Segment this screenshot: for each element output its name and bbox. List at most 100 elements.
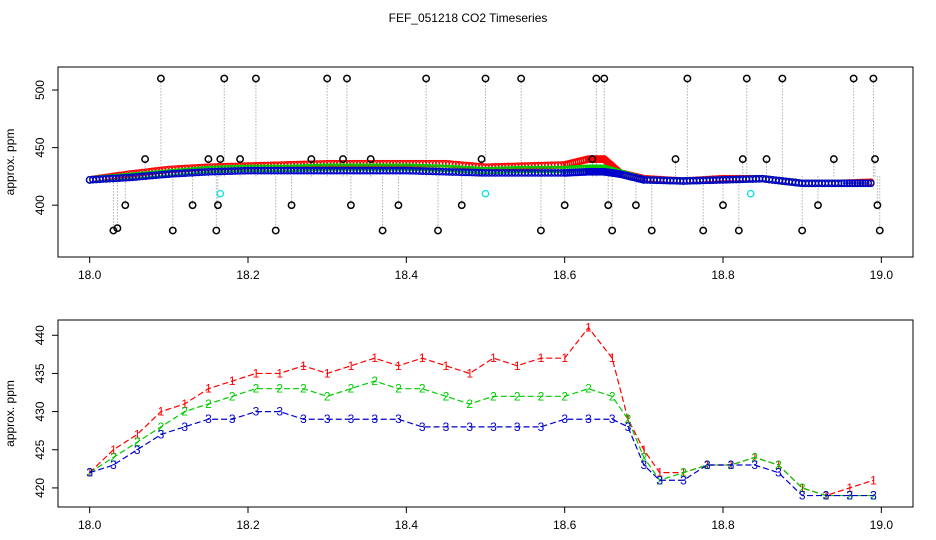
series-3-marker: 3	[561, 412, 568, 426]
series-2-marker: 2	[846, 489, 853, 503]
outlier-point	[738, 155, 747, 164]
outlier-point	[236, 155, 245, 164]
series-3-point	[853, 179, 862, 188]
outlier-point	[477, 155, 486, 164]
outlier-point	[343, 74, 351, 83]
outlier-point	[213, 201, 222, 210]
outlier-point	[778, 74, 787, 83]
x-tick-label: 18.8	[711, 518, 735, 532]
series-3-point	[851, 179, 859, 188]
y-tick-label: 400	[33, 195, 47, 215]
series-2-marker: 2	[253, 382, 260, 396]
outlier-point	[762, 155, 771, 164]
series-2-marker: 2	[561, 389, 568, 403]
series-3-marker: 3	[110, 458, 117, 472]
x-tick-label: 18.6	[553, 268, 577, 282]
x-tick-label: 18.0	[78, 268, 102, 282]
series-1-marker: 1	[158, 405, 165, 419]
x-tick-label: 18.0	[78, 518, 102, 532]
series-3-point	[856, 179, 865, 188]
series-2-marker: 2	[751, 450, 758, 464]
series-2-marker: 2	[395, 382, 402, 396]
series-3-marker: 3	[799, 489, 806, 503]
x-tick-label: 18.4	[395, 268, 419, 282]
y-axis-label: approx. ppm	[3, 380, 17, 447]
series-2-marker: 2	[300, 382, 307, 396]
outlier-point	[871, 155, 879, 164]
series-2-marker: 2	[181, 405, 188, 419]
x-tick-label: 18.6	[553, 518, 577, 532]
y-tick-label: 425	[33, 439, 47, 459]
outlier-point	[608, 226, 617, 235]
outlier-point	[216, 155, 225, 164]
series-2-marker: 2	[371, 374, 378, 388]
outlier-point	[814, 201, 822, 210]
outlier-point	[536, 226, 545, 235]
outlier-point	[422, 74, 431, 83]
series-3-marker: 3	[656, 473, 663, 487]
series-2-marker: 2	[443, 389, 450, 403]
series-3-marker: 3	[728, 458, 735, 472]
series-2-marker: 2	[870, 489, 877, 503]
series-2-marker: 2	[276, 382, 283, 396]
outlier-point	[873, 201, 882, 210]
outlier-point	[204, 155, 213, 164]
series-2-marker: 2	[680, 466, 687, 480]
series-2-marker: 2	[514, 389, 521, 403]
series-1-marker: 1	[609, 351, 616, 365]
series-2-marker: 2	[585, 382, 592, 396]
series-1-marker: 1	[395, 359, 402, 373]
outlier-point	[742, 74, 751, 83]
series-2-marker: 2	[799, 481, 806, 495]
series-2-marker: 2	[640, 450, 647, 464]
y-tick-label: 440	[33, 325, 47, 345]
y-tick-label: 450	[33, 137, 47, 157]
series-1-marker: 1	[134, 427, 141, 441]
x-tick-label: 19.0	[870, 268, 894, 282]
series-1-marker: 1	[276, 366, 283, 380]
series-1-marker: 1	[625, 412, 632, 426]
outlier-point	[323, 74, 332, 83]
series-1-marker: 1	[538, 351, 545, 365]
series-1-marker: 1	[419, 351, 426, 365]
series-2-marker: 2	[158, 420, 165, 434]
outlier-point	[849, 74, 858, 83]
x-tick-label: 18.2	[236, 268, 260, 282]
series-3-marker: 3	[823, 489, 830, 503]
series-3-marker: 3	[640, 458, 647, 472]
cal-point	[481, 189, 490, 198]
outlier-point	[592, 74, 601, 83]
series-3-marker: 3	[348, 412, 355, 426]
series-2-marker: 2	[110, 450, 117, 464]
series-2-marker: 2	[466, 397, 473, 411]
series-3-marker: 3	[86, 466, 93, 480]
series-1-marker: 1	[181, 397, 188, 411]
outlier-point	[121, 201, 130, 210]
y-tick-label: 430	[33, 401, 47, 421]
series-3-point	[840, 179, 849, 188]
series-3-marker: 3	[846, 489, 853, 503]
outlier-point	[798, 226, 807, 235]
series-1-marker: 1	[110, 443, 117, 457]
outlier-point	[560, 201, 569, 210]
bottom-panel: 18.0 18.2 18.4 18.6 18.8 19.0 420 425 430 435 440 a…	[3, 319, 914, 532]
plot-frame	[57, 66, 914, 258]
series-1-marker: 1	[870, 473, 877, 487]
outlier-point	[600, 74, 609, 83]
outlier-point	[141, 155, 150, 164]
series-3-marker: 3	[585, 412, 592, 426]
outlier-point	[734, 226, 743, 235]
series-3-point	[866, 179, 875, 188]
series-1-marker: 1	[324, 366, 331, 380]
chart-title: FEF_051218 CO2 Timeseries	[389, 11, 548, 25]
y-tick-label: 500	[33, 80, 47, 100]
series-1-marker: 1	[585, 321, 592, 335]
series-3-marker: 3	[419, 420, 426, 434]
x-tick-label: 19.0	[870, 518, 894, 532]
y-axis-label: approx. ppm	[3, 129, 17, 196]
outlier-point	[307, 155, 316, 164]
outlier-point	[457, 201, 466, 210]
outlier-point	[287, 201, 296, 210]
series-3-marker: 3	[870, 489, 877, 503]
